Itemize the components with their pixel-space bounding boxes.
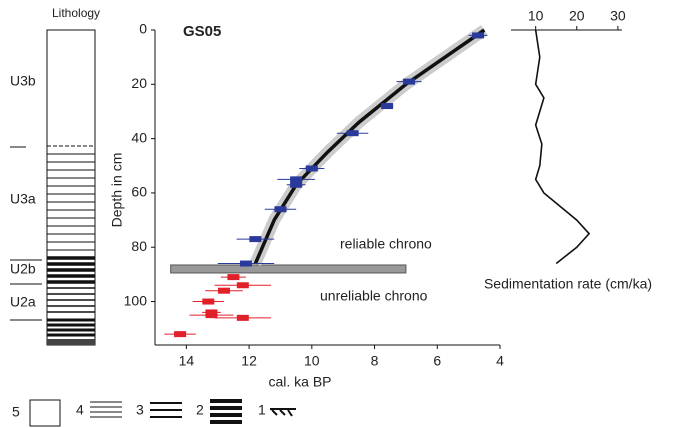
date-point <box>403 78 416 85</box>
x-axis-label: cal. ka BP <box>268 374 331 390</box>
date-point <box>205 312 218 319</box>
legend-swatch <box>270 408 296 417</box>
unit-label: U2a <box>10 294 36 310</box>
date-point <box>381 103 394 110</box>
lithology-pattern <box>47 145 95 345</box>
model-envelope <box>249 25 488 266</box>
date-point <box>174 331 187 338</box>
x-tick-label: 30 <box>610 8 626 24</box>
rate-line <box>534 29 591 265</box>
date-point <box>239 260 252 267</box>
lithology-column <box>46 29 96 346</box>
y-tick-label: 80 <box>131 238 147 254</box>
annotation: reliable chrono <box>340 236 432 252</box>
legend-label: 1 <box>258 402 266 418</box>
unit-label: U3a <box>10 191 36 207</box>
x-tick-label: 10 <box>528 8 544 24</box>
date-point <box>290 176 303 183</box>
litho-hatch <box>47 339 95 345</box>
legend-swatch <box>150 402 182 418</box>
date-point <box>274 206 287 213</box>
date-point <box>227 274 240 281</box>
chart-title: GS05 <box>183 23 221 40</box>
x-tick-label: 12 <box>241 353 257 369</box>
annotation: unreliable chrono <box>320 288 428 304</box>
legend-label: 5 <box>12 404 20 420</box>
date-point <box>346 130 359 137</box>
y-tick-label: 0 <box>139 21 147 37</box>
legend-label: 2 <box>196 402 204 418</box>
y-tick-label: 100 <box>124 292 148 308</box>
date-point <box>249 236 262 243</box>
x-tick-label: 8 <box>371 353 379 369</box>
legend-swatch <box>29 399 61 427</box>
reliability-boundary <box>170 264 407 274</box>
y-tick-label: 20 <box>131 75 147 91</box>
date-point <box>290 181 303 188</box>
legend-swatch <box>90 401 122 418</box>
date-point <box>236 314 249 321</box>
y-tick-label: 60 <box>131 184 147 200</box>
date-point <box>236 282 249 289</box>
x-tick-label: 4 <box>496 353 504 369</box>
x-tick-label: 10 <box>304 353 320 369</box>
x-tick-label: 6 <box>433 353 441 369</box>
x-tick-label: 20 <box>569 8 585 24</box>
x-axis-label: Sedimentation rate (cm/ka) <box>484 276 652 292</box>
lithology-title: Lithology <box>52 6 100 20</box>
date-point <box>202 298 215 305</box>
unit-label: U2b <box>10 261 36 277</box>
y-axis-label: Depth in cm <box>109 153 125 228</box>
legend-label: 3 <box>136 402 144 418</box>
date-point <box>472 32 485 39</box>
model-line <box>253 28 486 265</box>
legend-label: 4 <box>76 402 84 418</box>
y-tick-label: 40 <box>131 129 147 145</box>
lithology-legend: 5 4 3 2 1 <box>12 399 296 427</box>
legend-swatch <box>210 399 242 424</box>
x-tick-label: 14 <box>179 353 195 369</box>
date-point <box>218 287 230 294</box>
date-point <box>305 165 318 172</box>
unit-label: U3b <box>10 73 36 89</box>
